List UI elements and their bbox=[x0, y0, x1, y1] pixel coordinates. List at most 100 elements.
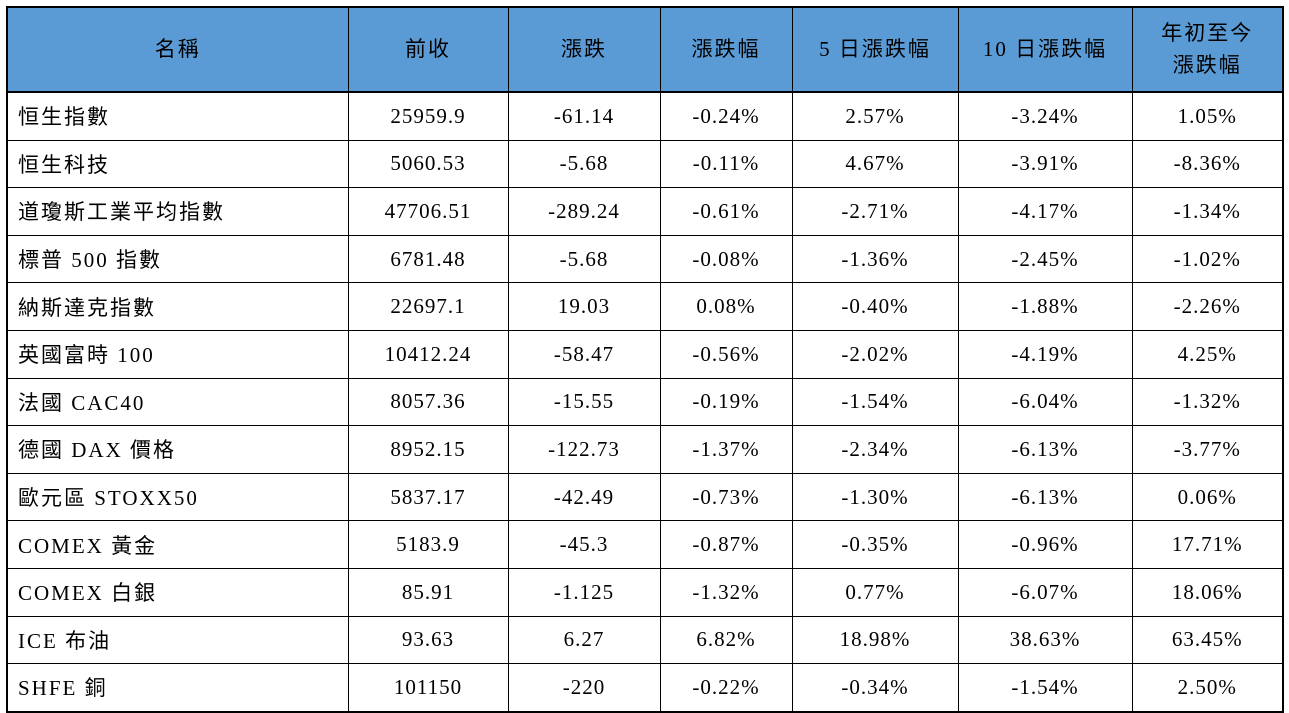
cell-change-pct: -0.11% bbox=[659, 139, 793, 189]
cell-change: -58.47 bbox=[507, 329, 661, 379]
cell-name: COMEX 黃金 bbox=[6, 520, 349, 569]
cell-prev-close: 101150 bbox=[347, 663, 509, 713]
cell-change-pct-5d: -0.34% bbox=[791, 663, 959, 713]
cell-change-pct-10d: -6.13% bbox=[957, 425, 1133, 474]
cell-prev-close: 5060.53 bbox=[347, 139, 509, 189]
cell-change: -1.125 bbox=[507, 567, 661, 617]
cell-change: -5.68 bbox=[507, 139, 661, 189]
header-row: 名稱 前收 漲跌 漲跌幅 5 日漲跌幅 10 日漲跌幅 年初至今 漲跌幅 bbox=[6, 6, 1284, 93]
cell-change-pct-ytd: -1.02% bbox=[1131, 234, 1284, 284]
cell-change-pct-ytd: -1.32% bbox=[1131, 377, 1284, 427]
cell-change-pct: -0.87% bbox=[659, 520, 793, 569]
cell-name: 道瓊斯工業平均指數 bbox=[6, 187, 349, 236]
cell-name: 法國 CAC40 bbox=[6, 377, 349, 427]
cell-change-pct-ytd: 1.05% bbox=[1131, 91, 1284, 141]
cell-change: -42.49 bbox=[507, 472, 661, 522]
table-row: COMEX 黃金 5183.9 -45.3 -0.87% -0.35% -0.96% 17.… bbox=[6, 520, 1284, 569]
cell-change-pct-5d: -1.30% bbox=[791, 472, 959, 522]
cell-name: COMEX 白銀 bbox=[6, 567, 349, 617]
cell-change-pct-5d: -2.71% bbox=[791, 187, 959, 236]
cell-change-pct-10d: -6.04% bbox=[957, 377, 1133, 427]
cell-change-pct-ytd: -3.77% bbox=[1131, 425, 1284, 474]
cell-change-pct-10d: -2.45% bbox=[957, 234, 1133, 284]
table-body: 恒生指數 25959.9 -61.14 -0.24% 2.57% -3.24% 1.05% 恒… bbox=[6, 91, 1284, 713]
cell-change-pct-10d: -3.91% bbox=[957, 139, 1133, 189]
cell-change-pct-10d: -0.96% bbox=[957, 520, 1133, 569]
cell-name: 德國 DAX 價格 bbox=[6, 425, 349, 474]
cell-change-pct-10d: -4.17% bbox=[957, 187, 1133, 236]
cell-change-pct-5d: 4.67% bbox=[791, 139, 959, 189]
cell-change-pct-5d: 18.98% bbox=[791, 615, 959, 665]
cell-name: ICE 布油 bbox=[6, 615, 349, 665]
cell-change-pct-10d: -6.13% bbox=[957, 472, 1133, 522]
cell-change-pct: -0.73% bbox=[659, 472, 793, 522]
cell-change-pct-5d: 2.57% bbox=[791, 91, 959, 141]
column-header-change: 漲跌 bbox=[507, 6, 661, 93]
cell-change-pct-5d: -2.02% bbox=[791, 329, 959, 379]
cell-change-pct-10d: -4.19% bbox=[957, 329, 1133, 379]
cell-change-pct: -1.32% bbox=[659, 567, 793, 617]
cell-change-pct-5d: -0.35% bbox=[791, 520, 959, 569]
cell-change-pct-5d: -1.54% bbox=[791, 377, 959, 427]
table-row: 恒生指數 25959.9 -61.14 -0.24% 2.57% -3.24% 1.05% bbox=[6, 91, 1284, 141]
cell-change-pct-5d: 0.77% bbox=[791, 567, 959, 617]
market-summary-table: 名稱 前收 漲跌 漲跌幅 5 日漲跌幅 10 日漲跌幅 年初至今 漲跌幅 恒生指… bbox=[6, 6, 1284, 713]
cell-prev-close: 22697.1 bbox=[347, 282, 509, 331]
cell-change-pct-ytd: -2.26% bbox=[1131, 282, 1284, 331]
cell-prev-close: 8057.36 bbox=[347, 377, 509, 427]
cell-change-pct: 0.08% bbox=[659, 282, 793, 331]
table-row: 德國 DAX 價格 8952.15 -122.73 -1.37% -2.34% -6.13… bbox=[6, 425, 1284, 474]
cell-change-pct-ytd: 63.45% bbox=[1131, 615, 1284, 665]
column-header-name: 名稱 bbox=[6, 6, 349, 93]
column-header-change-pct: 漲跌幅 bbox=[659, 6, 793, 93]
cell-change: -289.24 bbox=[507, 187, 661, 236]
cell-change-pct-ytd: -8.36% bbox=[1131, 139, 1284, 189]
cell-change-pct: -0.61% bbox=[659, 187, 793, 236]
cell-change: -15.55 bbox=[507, 377, 661, 427]
table-row: ICE 布油 93.63 6.27 6.82% 18.98% 38.63% 63.45% bbox=[6, 615, 1284, 665]
cell-name: 恒生指數 bbox=[6, 91, 349, 141]
table-row: 法國 CAC40 8057.36 -15.55 -0.19% -1.54% -6.04% -… bbox=[6, 377, 1284, 427]
cell-prev-close: 93.63 bbox=[347, 615, 509, 665]
cell-name: 標普 500 指數 bbox=[6, 234, 349, 284]
column-header-change-pct-10d: 10 日漲跌幅 bbox=[957, 6, 1133, 93]
cell-change-pct-ytd: 4.25% bbox=[1131, 329, 1284, 379]
column-header-prev-close: 前收 bbox=[347, 6, 509, 93]
cell-change-pct-ytd: 17.71% bbox=[1131, 520, 1284, 569]
table-row: 納斯達克指數 22697.1 19.03 0.08% -0.40% -1.88% -2.26… bbox=[6, 282, 1284, 331]
table-row: COMEX 白銀 85.91 -1.125 -1.32% 0.77% -6.07% 18.0… bbox=[6, 567, 1284, 617]
cell-prev-close: 10412.24 bbox=[347, 329, 509, 379]
cell-change-pct: -0.56% bbox=[659, 329, 793, 379]
cell-change: 6.27 bbox=[507, 615, 661, 665]
cell-change-pct: -1.37% bbox=[659, 425, 793, 474]
cell-change-pct-5d: -2.34% bbox=[791, 425, 959, 474]
cell-change-pct: 6.82% bbox=[659, 615, 793, 665]
cell-change: -61.14 bbox=[507, 91, 661, 141]
cell-name: 恒生科技 bbox=[6, 139, 349, 189]
column-header-change-pct-5d: 5 日漲跌幅 bbox=[791, 6, 959, 93]
cell-name: 英國富時 100 bbox=[6, 329, 349, 379]
cell-prev-close: 85.91 bbox=[347, 567, 509, 617]
cell-change-pct: -0.24% bbox=[659, 91, 793, 141]
table-row: 恒生科技 5060.53 -5.68 -0.11% 4.67% -3.91% -8.36% bbox=[6, 139, 1284, 189]
cell-prev-close: 8952.15 bbox=[347, 425, 509, 474]
cell-change-pct-5d: -0.40% bbox=[791, 282, 959, 331]
cell-change-pct-10d: -3.24% bbox=[957, 91, 1133, 141]
cell-name: 歐元區 STOXX50 bbox=[6, 472, 349, 522]
cell-prev-close: 25959.9 bbox=[347, 91, 509, 141]
cell-prev-close: 47706.51 bbox=[347, 187, 509, 236]
cell-prev-close: 6781.48 bbox=[347, 234, 509, 284]
cell-name: SHFE 銅 bbox=[6, 663, 349, 713]
cell-change-pct: -0.22% bbox=[659, 663, 793, 713]
cell-change: -220 bbox=[507, 663, 661, 713]
table-row: 標普 500 指數 6781.48 -5.68 -0.08% -1.36% -2.45% -… bbox=[6, 234, 1284, 284]
cell-change-pct-ytd: 18.06% bbox=[1131, 567, 1284, 617]
cell-change-pct: -0.19% bbox=[659, 377, 793, 427]
cell-change-pct-ytd: 2.50% bbox=[1131, 663, 1284, 713]
cell-change-pct-10d: -1.54% bbox=[957, 663, 1133, 713]
cell-prev-close: 5183.9 bbox=[347, 520, 509, 569]
cell-prev-close: 5837.17 bbox=[347, 472, 509, 522]
cell-change: 19.03 bbox=[507, 282, 661, 331]
cell-change-pct-10d: 38.63% bbox=[957, 615, 1133, 665]
